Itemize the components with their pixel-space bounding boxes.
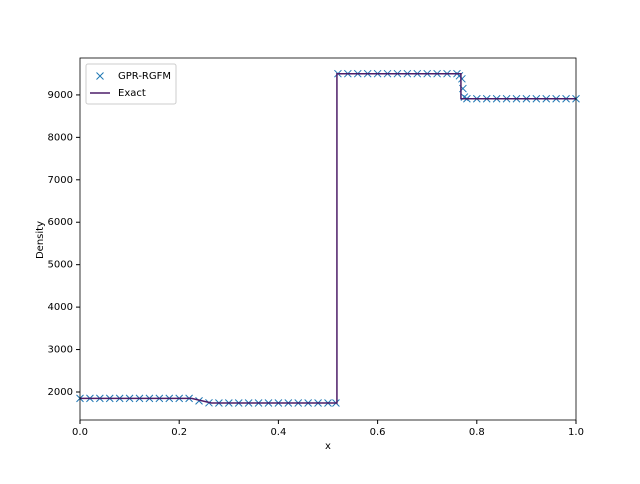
x-tick-label: 0.6 xyxy=(370,427,386,438)
y-tick-label: 7000 xyxy=(48,175,73,186)
x-tick-label: 0.8 xyxy=(469,427,485,438)
x-tick-label: 0.4 xyxy=(270,427,286,438)
legend-box xyxy=(85,63,177,105)
y-axis-label: Density xyxy=(35,221,46,259)
data-point xyxy=(195,397,203,405)
legend-label: Exact xyxy=(118,88,146,99)
x-axis-label: x xyxy=(325,441,331,452)
y-tick-label: 8000 xyxy=(48,132,73,143)
y-tick-label: 2000 xyxy=(48,387,73,398)
y-tick-label: 9000 xyxy=(48,90,73,101)
y-tick-label: 3000 xyxy=(48,345,73,356)
x-tick-label: 0.0 xyxy=(72,427,88,438)
data-line xyxy=(80,72,576,404)
y-tick-label: 6000 xyxy=(48,217,73,228)
legend-label: GPR-RGFM xyxy=(118,71,171,82)
data-point xyxy=(458,74,466,83)
plot-frame xyxy=(79,57,577,421)
x-tick-label: 1.0 xyxy=(568,427,584,438)
y-tick-label: 5000 xyxy=(48,260,73,271)
y-tick-label: 4000 xyxy=(48,302,73,313)
legend-marker xyxy=(96,72,104,80)
x-tick-label: 0.2 xyxy=(171,427,187,438)
